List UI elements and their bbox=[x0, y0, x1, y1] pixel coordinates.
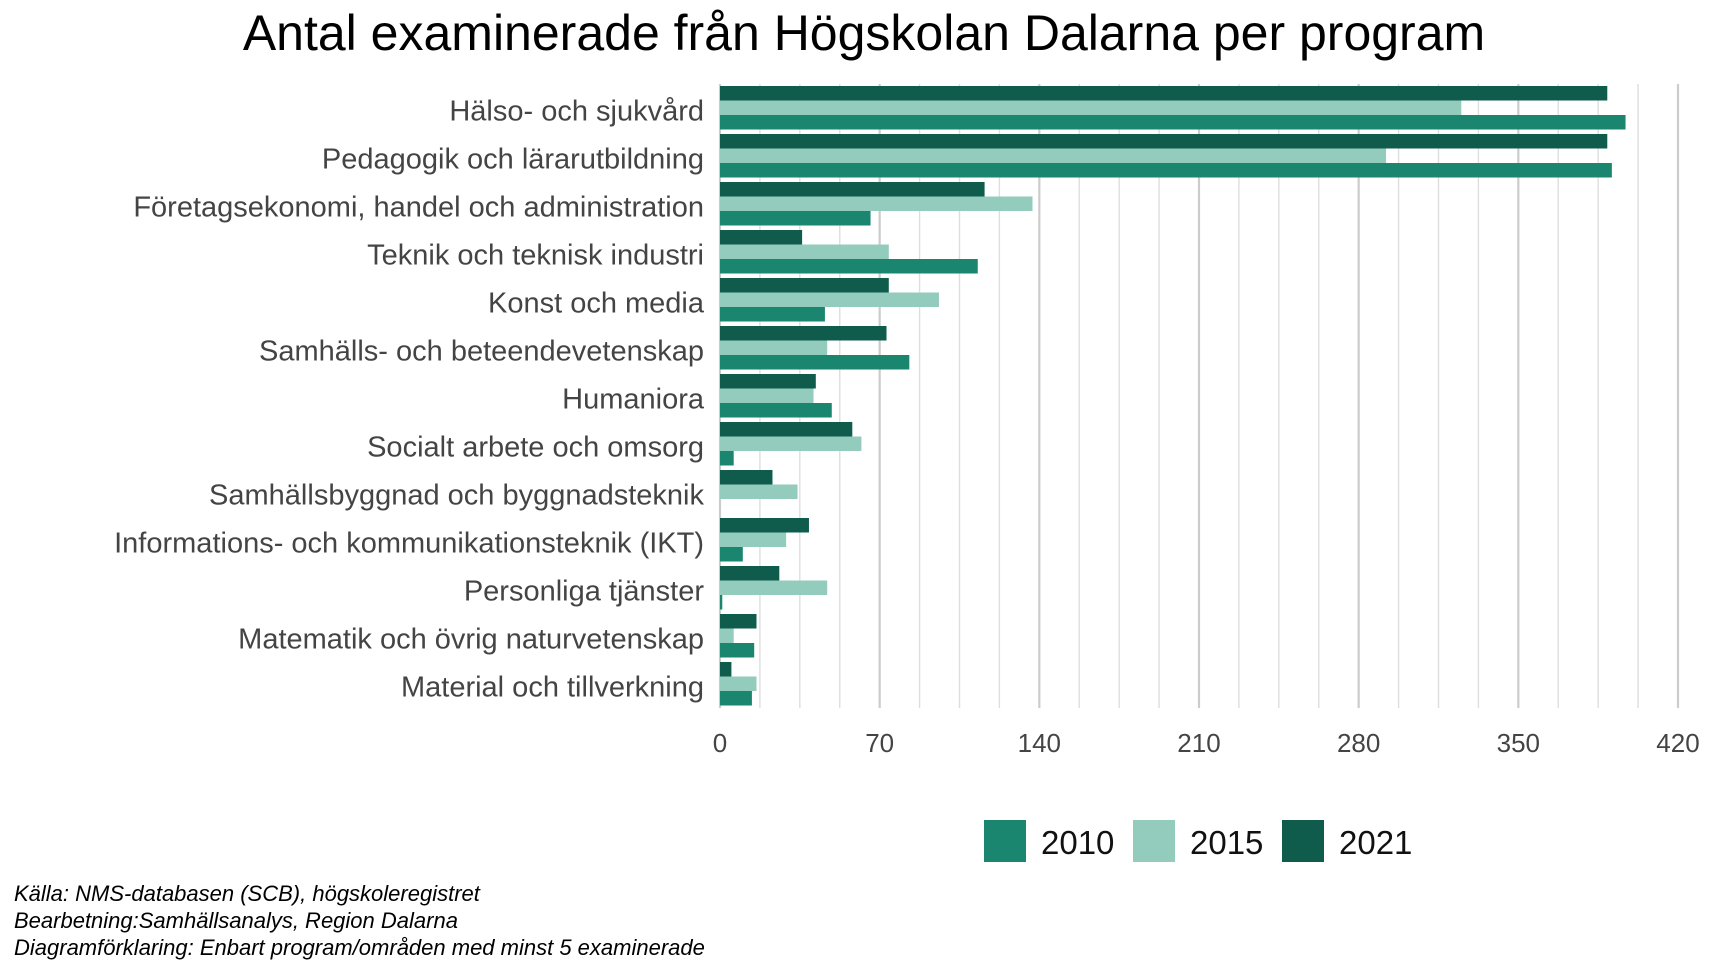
bar-2015-6 bbox=[720, 388, 814, 403]
legend-swatch-2010 bbox=[984, 820, 1026, 862]
bar-2021-7 bbox=[720, 422, 853, 437]
footer-processing: Bearbetning:Samhällsanalys, Region Dalar… bbox=[14, 908, 458, 933]
bar-2015-11 bbox=[720, 628, 734, 643]
bar-2010-0 bbox=[720, 115, 1626, 130]
category-label: Samhälls- och beteendevetenskap bbox=[259, 336, 704, 368]
x-tick-label: 70 bbox=[865, 728, 894, 758]
bar-2010-12 bbox=[720, 691, 752, 706]
category-label: Pedagogik och lärarutbildning bbox=[322, 144, 704, 176]
category-label: Teknik och teknisk industri bbox=[367, 240, 704, 272]
bars bbox=[720, 86, 1626, 706]
bar-2021-9 bbox=[720, 518, 809, 533]
x-tick-label: 210 bbox=[1177, 728, 1220, 758]
gridlines bbox=[718, 84, 1680, 708]
bar-2021-12 bbox=[720, 662, 732, 677]
bar-2015-5 bbox=[720, 340, 828, 355]
legend-label-2010: 2010 bbox=[1041, 824, 1114, 861]
bar-2021-4 bbox=[720, 278, 889, 293]
bar-2021-0 bbox=[720, 86, 1608, 101]
bar-2010-7 bbox=[720, 451, 734, 466]
footer-notes: Källa: NMS-databasen (SCB), högskoleregi… bbox=[14, 880, 705, 961]
bar-2010-10 bbox=[720, 595, 723, 610]
bar-2021-11 bbox=[720, 614, 757, 629]
bar-2015-7 bbox=[720, 436, 862, 451]
bar-2010-9 bbox=[720, 547, 743, 562]
bar-2010-5 bbox=[720, 355, 910, 370]
bar-2021-8 bbox=[720, 470, 773, 485]
bar-2015-0 bbox=[720, 100, 1462, 115]
category-label: Personliga tjänster bbox=[464, 576, 705, 608]
bar-2010-11 bbox=[720, 643, 755, 658]
x-tick-label: 0 bbox=[713, 728, 727, 758]
bar-2021-6 bbox=[720, 374, 816, 389]
category-label: Samhällsbyggnad och byggnadsteknik bbox=[209, 480, 704, 512]
bar-2015-8 bbox=[720, 484, 798, 499]
bar-2021-10 bbox=[720, 566, 780, 581]
bar-2021-2 bbox=[720, 182, 985, 197]
chart-title: Antal examinerade från Högskolan Dalarna… bbox=[242, 5, 1486, 61]
category-label: Socialt arbete och omsorg bbox=[367, 432, 704, 464]
category-labels: Hälso- och sjukvård Pedagogik och lärarut… bbox=[114, 96, 705, 704]
bar-2010-2 bbox=[720, 211, 871, 226]
bar-2021-3 bbox=[720, 230, 803, 245]
category-label: Humaniora bbox=[562, 384, 705, 416]
bar-2015-1 bbox=[720, 148, 1387, 163]
category-label: Företagsekonomi, handel och administrati… bbox=[133, 192, 704, 224]
bar-2015-4 bbox=[720, 292, 939, 307]
x-tick-label: 420 bbox=[1656, 728, 1699, 758]
bar-2021-1 bbox=[720, 134, 1608, 149]
x-tick-label: 350 bbox=[1497, 728, 1540, 758]
bar-2010-4 bbox=[720, 307, 825, 322]
footer-source: Källa: NMS-databasen (SCB), högskoleregi… bbox=[14, 881, 480, 906]
bar-2015-2 bbox=[720, 196, 1033, 211]
legend-label-2015: 2015 bbox=[1190, 824, 1263, 861]
legend-swatch-2021 bbox=[1282, 820, 1324, 862]
bar-2021-5 bbox=[720, 326, 887, 341]
legend-swatch-2015 bbox=[1133, 820, 1175, 862]
category-label: Informations- och kommunikationsteknik (… bbox=[114, 528, 704, 560]
x-axis-ticks: 0 70 140 210 280 350 420 bbox=[713, 728, 1700, 758]
bar-2015-10 bbox=[720, 580, 828, 595]
bar-2010-1 bbox=[720, 163, 1612, 178]
bar-2010-3 bbox=[720, 259, 978, 274]
x-tick-label: 140 bbox=[1018, 728, 1061, 758]
category-label: Matematik och övrig naturvetenskap bbox=[238, 624, 704, 656]
legend: 2010 2015 2021 bbox=[984, 820, 1412, 862]
bar-2015-9 bbox=[720, 532, 787, 547]
footer-explanation: Diagramförklaring: Enbart program/område… bbox=[14, 935, 705, 960]
x-tick-label: 280 bbox=[1337, 728, 1380, 758]
category-label: Konst och media bbox=[488, 288, 705, 320]
bar-2015-3 bbox=[720, 244, 889, 259]
category-label: Material och tillverkning bbox=[401, 672, 704, 704]
category-label: Hälso- och sjukvård bbox=[449, 96, 704, 128]
bar-2010-6 bbox=[720, 403, 832, 418]
legend-label-2021: 2021 bbox=[1339, 824, 1412, 861]
bar-2015-12 bbox=[720, 676, 757, 691]
